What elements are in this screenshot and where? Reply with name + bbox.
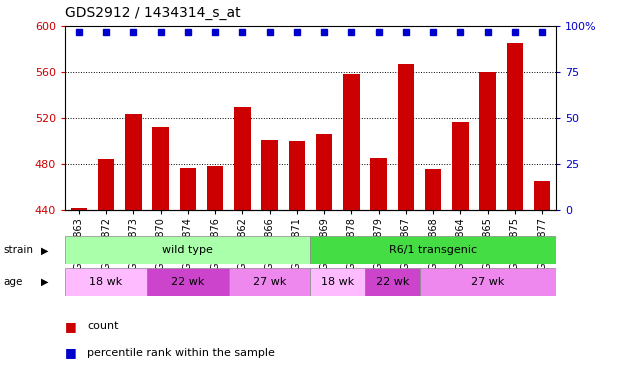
Bar — [65, 236, 310, 264]
Bar — [534, 181, 550, 375]
Bar — [310, 236, 556, 264]
Bar — [420, 268, 556, 296]
Bar — [152, 128, 169, 375]
Text: age: age — [3, 277, 22, 287]
Bar — [179, 168, 196, 375]
Text: ▶: ▶ — [41, 277, 48, 287]
Bar — [125, 114, 142, 375]
Text: ▶: ▶ — [41, 245, 48, 255]
Text: strain: strain — [3, 245, 33, 255]
Text: 22 wk: 22 wk — [171, 277, 204, 287]
Text: 27 wk: 27 wk — [471, 277, 504, 287]
Bar — [207, 166, 224, 375]
Bar — [147, 268, 229, 296]
Text: 18 wk: 18 wk — [321, 277, 355, 287]
Bar — [343, 75, 360, 375]
Bar — [234, 106, 250, 375]
Text: ■: ■ — [65, 320, 77, 333]
Bar — [310, 268, 365, 296]
Text: 22 wk: 22 wk — [376, 277, 409, 287]
Bar — [507, 44, 523, 375]
Text: 27 wk: 27 wk — [253, 277, 286, 287]
Bar — [261, 140, 278, 375]
Bar — [71, 208, 87, 375]
Bar — [98, 159, 114, 375]
Bar — [425, 169, 442, 375]
Text: count: count — [87, 321, 119, 331]
Bar — [397, 64, 414, 375]
Bar — [289, 141, 305, 375]
Text: percentile rank within the sample: percentile rank within the sample — [87, 348, 275, 357]
Text: R6/1 transgenic: R6/1 transgenic — [389, 245, 477, 255]
Bar — [365, 268, 420, 296]
Text: GDS2912 / 1434314_s_at: GDS2912 / 1434314_s_at — [65, 6, 241, 20]
Text: wild type: wild type — [163, 245, 213, 255]
Text: 18 wk: 18 wk — [89, 277, 123, 287]
Bar — [452, 122, 469, 375]
Bar — [371, 158, 387, 375]
Text: ■: ■ — [65, 346, 77, 359]
Bar — [229, 268, 310, 296]
Bar — [479, 72, 496, 375]
Bar — [316, 134, 332, 375]
Bar — [65, 268, 147, 296]
